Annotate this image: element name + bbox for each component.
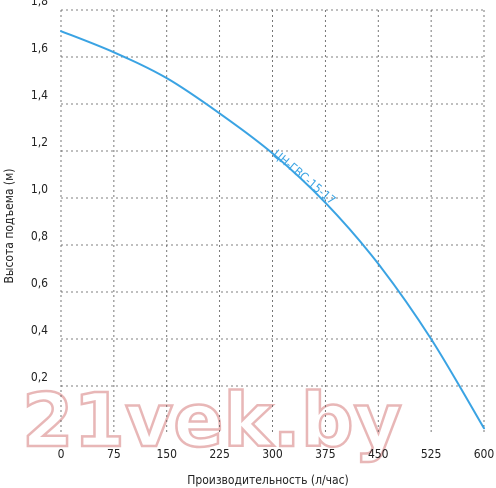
y-tick-label: 0,2 xyxy=(31,370,48,384)
x-axis-title: Производительность (л/час) xyxy=(187,473,349,487)
x-tick-label: 75 xyxy=(107,447,121,461)
y-tick-label: 1,8 xyxy=(31,0,48,8)
y-tick-label: 1,4 xyxy=(31,88,48,102)
y-tick-label: 1,2 xyxy=(31,135,48,149)
y-tick-label: 0,8 xyxy=(31,229,48,243)
x-tick-label: 450 xyxy=(368,447,389,461)
y-tick-label: 0,4 xyxy=(31,323,48,337)
x-tick-label: 375 xyxy=(315,447,336,461)
series-line xyxy=(60,30,485,430)
y-axis-ticks: 0,2 0,4 0,6 0,8 1,0 1,2 1,4 1,6 1,8 xyxy=(31,0,48,384)
x-tick-label: 225 xyxy=(209,447,230,461)
grid xyxy=(60,9,485,433)
x-tick-label: 0 xyxy=(58,447,65,461)
x-tick-label: 150 xyxy=(156,447,177,461)
y-tick-label: 1,6 xyxy=(31,41,48,55)
x-axis-ticks: 0 75 150 225 300 375 450 525 600 xyxy=(58,447,495,461)
series-label: ЦН-ГВС-15-17 xyxy=(270,147,338,207)
y-axis-title: Высота подъема (м) xyxy=(2,169,16,284)
x-tick-label: 600 xyxy=(474,447,495,461)
x-tick-label: 525 xyxy=(421,447,442,461)
watermark: 21vek.by xyxy=(22,378,402,464)
y-tick-label: 1,0 xyxy=(31,182,48,196)
x-tick-label: 300 xyxy=(262,447,283,461)
y-tick-label: 0,6 xyxy=(31,276,48,290)
